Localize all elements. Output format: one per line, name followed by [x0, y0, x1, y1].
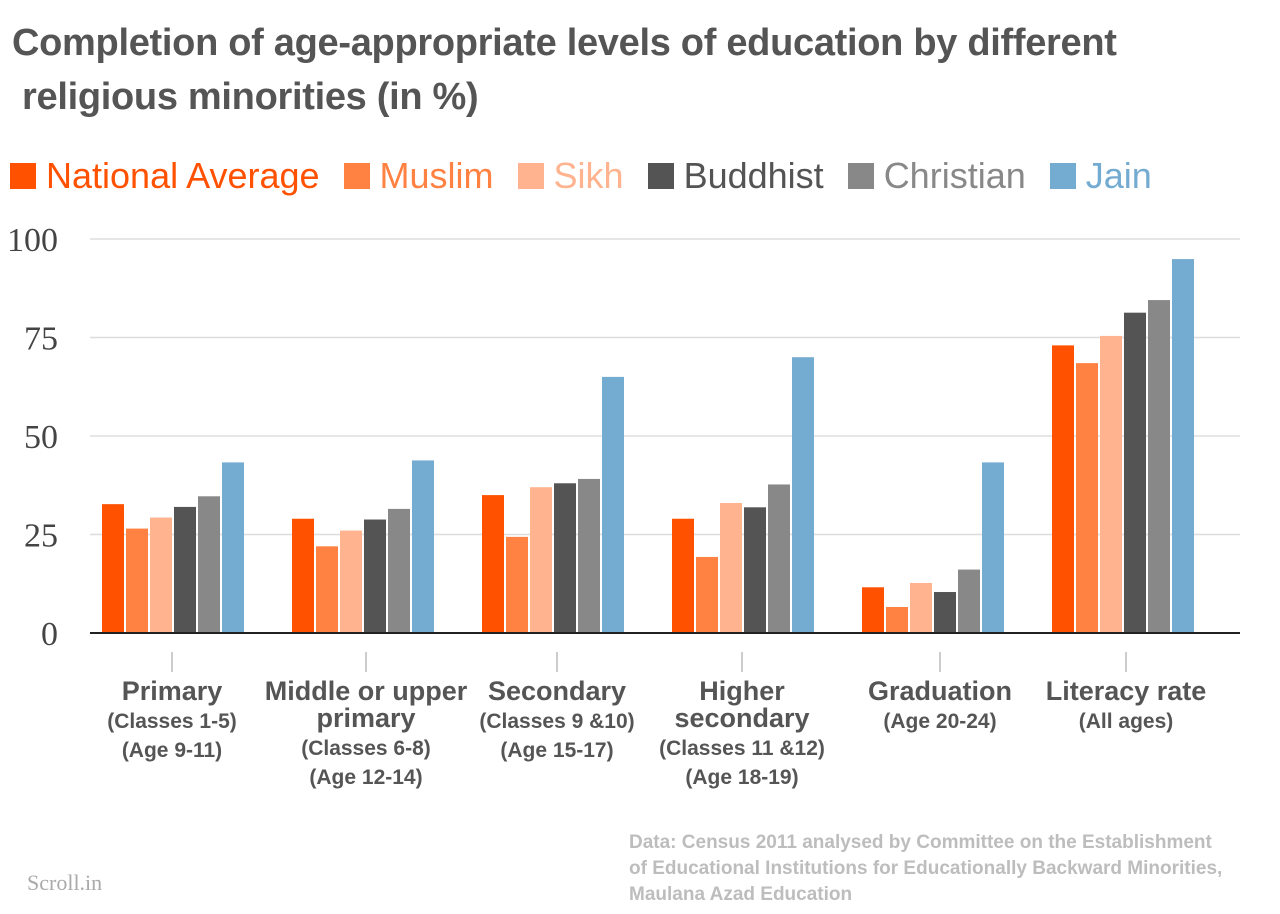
legend-swatch — [517, 163, 544, 189]
source-line-1: Data: Census 2011 analysed by Committee … — [629, 832, 1212, 853]
bar-christian-3 — [768, 484, 790, 633]
category-sublabel: (Classes 9 &10) — [479, 710, 634, 733]
bar-muslim-0 — [126, 528, 148, 633]
bar-sikh-5 — [1100, 335, 1122, 633]
bar-jain-1 — [412, 460, 434, 633]
category-sublabel: (Classes 1-5) — [107, 710, 237, 733]
bar-buddhist-5 — [1124, 312, 1146, 633]
bar-buddhist-0 — [174, 506, 196, 633]
category-sublabel: (Age 9-11) — [122, 739, 222, 762]
bar-sikh-2 — [530, 487, 552, 633]
legend-label: Muslim — [379, 155, 494, 196]
bar-muslim-1 — [316, 546, 338, 633]
brand-logo-text: Scroll.in — [27, 870, 103, 895]
bar-muslim-5 — [1076, 363, 1098, 633]
category-label: Literacy rate — [1046, 676, 1207, 706]
category-label: Graduation — [868, 676, 1012, 706]
bar-national-average-0 — [102, 504, 124, 633]
bar-christian-2 — [578, 478, 600, 633]
category-label: secondary — [674, 703, 809, 733]
y-tick-label: 0 — [41, 616, 58, 653]
chart-title-line-2: religious minorities (in %) — [22, 76, 479, 118]
y-tick-label: 25 — [24, 518, 58, 555]
bar-national-average-1 — [292, 518, 314, 633]
legend-label: Buddhist — [683, 155, 824, 196]
category-sublabel: (Age 15-17) — [500, 739, 613, 762]
legend-item-muslim: Muslim — [343, 155, 494, 197]
legend-swatch — [847, 163, 874, 189]
legend-swatch — [647, 163, 674, 189]
legend-item-christian: Christian — [847, 155, 1026, 197]
chart-legend: National Average Muslim Sikh Buddhist Christ… — [10, 152, 1176, 200]
category-sublabel: (Classes 11 &12) — [659, 737, 825, 760]
bar-sikh-4 — [910, 582, 932, 633]
category-label: Secondary — [488, 676, 626, 706]
bar-jain-0 — [222, 462, 244, 633]
y-tick-label: 100 — [7, 222, 58, 259]
bar-christian-5 — [1148, 300, 1170, 633]
legend-label: Christian — [883, 155, 1026, 196]
bar-national-average-5 — [1052, 345, 1074, 633]
bar-buddhist-2 — [554, 483, 576, 633]
bar-buddhist-1 — [364, 519, 386, 633]
legend-item-national-average: National Average — [10, 155, 320, 197]
bar-muslim-4 — [886, 606, 908, 633]
bar-national-average-4 — [862, 587, 884, 633]
legend-swatch — [1049, 163, 1076, 189]
bar-muslim-3 — [696, 556, 718, 633]
legend-label: Sikh — [553, 155, 624, 196]
bar-sikh-1 — [340, 530, 362, 633]
legend-item-buddhist: Buddhist — [647, 155, 824, 197]
bar-buddhist-4 — [934, 592, 956, 633]
source-line-2: of Educational Institutions for Educatio… — [629, 858, 1223, 879]
category-label: Middle or upper — [265, 676, 468, 706]
category-sublabel: (All ages) — [1079, 710, 1174, 733]
y-tick-label: 50 — [24, 419, 58, 456]
legend-label: Jain — [1085, 155, 1152, 196]
bar-jain-2 — [602, 376, 624, 633]
chart-title-line-1: Completion of age-appropriate levels of … — [12, 22, 1117, 64]
legend-item-sikh: Sikh — [517, 155, 624, 197]
legend-item-jain: Jain — [1049, 155, 1152, 197]
y-tick-label: 75 — [24, 321, 58, 358]
bar-christian-4 — [958, 569, 980, 633]
bar-buddhist-3 — [744, 507, 766, 633]
category-label: Primary — [122, 676, 223, 706]
legend-label: National Average — [46, 155, 320, 196]
legend-swatch — [10, 163, 36, 189]
bar-jain-3 — [792, 357, 814, 633]
source-note: Data: Census 2011 analysed by Committee … — [629, 830, 1274, 908]
chart-title: Completion of age-appropriate levels of … — [12, 16, 1262, 124]
bar-jain-4 — [982, 462, 1004, 633]
bar-christian-1 — [388, 508, 410, 633]
bar-muslim-2 — [506, 536, 528, 633]
bar-national-average-2 — [482, 495, 504, 633]
category-sublabel: (Classes 6-8) — [301, 737, 431, 760]
legend-swatch — [343, 163, 370, 189]
category-sublabel: (Age 12-14) — [309, 766, 422, 789]
category-sublabel: (Age 20-24) — [883, 710, 996, 733]
category-label: Higher — [699, 676, 785, 706]
bar-jain-5 — [1172, 259, 1194, 633]
bar-christian-0 — [198, 496, 220, 633]
bar-sikh-0 — [150, 517, 172, 633]
bar-national-average-3 — [672, 518, 694, 633]
category-sublabel: (Age 18-19) — [685, 766, 798, 789]
source-line-3: Maulana Azad Education — [629, 884, 853, 905]
category-label: primary — [316, 703, 415, 733]
bar-sikh-3 — [720, 502, 742, 633]
